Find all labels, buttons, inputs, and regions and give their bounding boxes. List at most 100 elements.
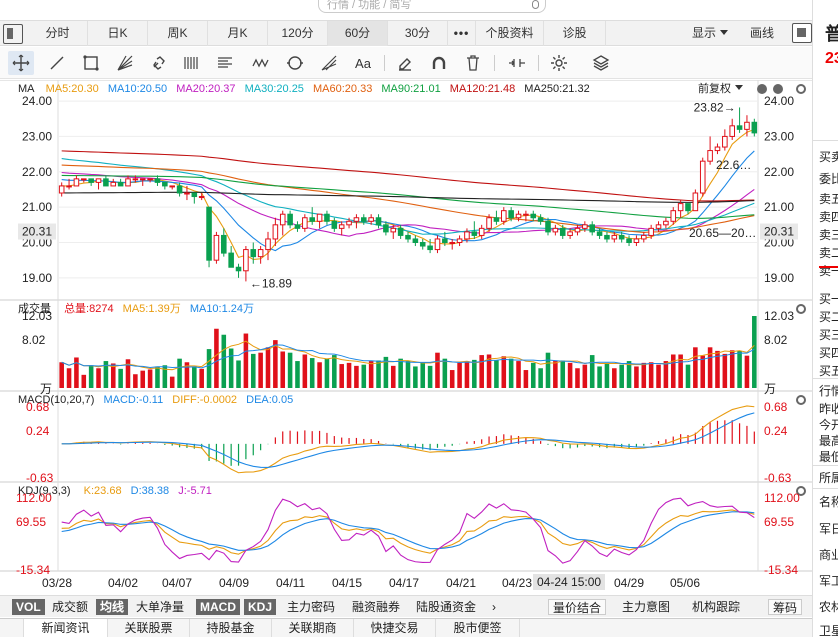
volume-bar — [368, 361, 374, 388]
settings-icon[interactable] — [546, 51, 572, 75]
tab-turnover[interactable]: 成交额 — [52, 600, 89, 614]
restore-mode-menu[interactable]: 前复权 — [698, 82, 743, 96]
trash-icon[interactable] — [460, 51, 486, 75]
tab-news[interactable]: 新闻资讯 — [24, 619, 108, 637]
candle-body — [81, 178, 87, 181]
tab-stock-profile[interactable]: 个股资料 — [476, 21, 544, 46]
candle-body — [434, 238, 441, 251]
fold-icon[interactable] — [504, 51, 530, 75]
candle-body — [235, 266, 242, 272]
x-label: 04/11 — [276, 576, 306, 590]
price-tick-right: 23.00 — [764, 129, 794, 143]
candle-body — [316, 213, 323, 222]
draw-line-button[interactable]: 画线 — [750, 26, 775, 40]
display-menu[interactable]: 显示 — [692, 21, 729, 46]
tab-120min[interactable]: 120分 — [268, 21, 328, 46]
label-open: 今开 — [819, 418, 838, 432]
candle-body — [169, 185, 175, 188]
wave-icon[interactable] — [248, 51, 274, 75]
tab-main-force[interactable]: 主力密码 — [287, 600, 336, 614]
link-icon[interactable] — [146, 51, 172, 75]
volume-bar — [332, 355, 337, 388]
candle-body — [670, 210, 677, 222]
eraser-icon[interactable] — [392, 51, 418, 75]
macd-tick-left: 0.68 — [26, 400, 50, 414]
tab-main-intent[interactable]: 主力意图 — [622, 600, 671, 614]
tab-timeshare[interactable]: 分时 — [28, 21, 88, 46]
candle-body — [331, 220, 338, 229]
sector-item[interactable]: 商业 — [819, 548, 838, 562]
price-tick-right: 22.00 — [764, 165, 794, 179]
volume-bar — [354, 365, 359, 388]
candle-body — [228, 252, 234, 268]
candle-body — [250, 249, 257, 258]
tab-diagnose[interactable]: 诊股 — [544, 21, 606, 46]
tab-quick-trade[interactable]: 快捷交易 — [354, 619, 436, 637]
candle-body — [176, 185, 183, 194]
sidebar-toggle-icon[interactable] — [3, 24, 23, 44]
tab-kdj[interactable]: KDJ — [244, 599, 277, 615]
ma120-label: MA120:21.48 — [449, 83, 516, 95]
fan-icon[interactable] — [112, 51, 138, 75]
scroll-right-icon[interactable]: › — [492, 600, 496, 614]
tab-macd[interactable]: MACD — [196, 599, 240, 615]
tab-related-futures[interactable]: 关联期商 — [272, 619, 354, 637]
gann-icon[interactable] — [316, 51, 342, 75]
volume-ma10: MA10:1.24万 — [189, 303, 255, 315]
macd-tick-left: -0.63 — [26, 471, 54, 485]
volume-bar — [626, 361, 632, 388]
tab-60min[interactable]: 60分 — [328, 21, 388, 46]
volume-bar — [685, 364, 691, 388]
chart-canvas[interactable]: 24.00 24.00 23.00 23.00 22.00 22.00 21.00 21.00… — [0, 80, 812, 593]
tab-30min[interactable]: 30分 — [388, 21, 448, 46]
tab-monthly-k[interactable]: 月K — [208, 21, 268, 46]
tab-moving-average[interactable]: 均线 — [96, 599, 129, 615]
sector-item[interactable]: 军工 — [819, 574, 838, 588]
tab-institution[interactable]: 机构跟踪 — [692, 600, 741, 614]
ma60-label: MA60:20.33 — [313, 83, 373, 95]
tab-volume-price[interactable]: 量价结合 — [548, 599, 607, 615]
kdj-tick-right: -15.34 — [764, 563, 798, 577]
settings-icon — [796, 84, 806, 94]
layers-icon[interactable] — [588, 51, 614, 75]
rect-icon[interactable] — [78, 51, 104, 75]
tab-related-stocks[interactable]: 关联股票 — [108, 619, 190, 637]
chart-area[interactable]: 24.00 24.00 23.00 23.00 22.00 22.00 21.00 21.00… — [0, 80, 812, 593]
more-periods-button[interactable]: ••• — [448, 21, 476, 46]
sector-item[interactable]: 农林 — [819, 600, 838, 614]
candle-body — [508, 210, 514, 219]
candle-body — [353, 217, 360, 222]
tab-daily-k[interactable]: 日K — [88, 21, 148, 46]
volume-bar — [192, 366, 197, 388]
cycle-icon[interactable] — [282, 51, 308, 75]
tab-big-order[interactable]: 大单净量 — [136, 600, 185, 614]
candle-body — [103, 178, 109, 187]
candle-body — [206, 206, 212, 261]
tab-margin[interactable]: 融资融券 — [352, 600, 401, 614]
tab-vol[interactable]: VOL — [12, 599, 45, 615]
panel-toggle-icon[interactable] — [792, 23, 812, 43]
text-icon[interactable]: Aa — [355, 55, 371, 71]
tab-holding-funds[interactable]: 持股基金 — [190, 619, 272, 637]
line-icon[interactable] — [44, 51, 70, 75]
parallel-icon[interactable] — [178, 51, 204, 75]
tab-weekly-k[interactable]: 周K — [148, 21, 208, 46]
microphone-icon[interactable] — [532, 0, 539, 9]
volume-bar — [604, 362, 610, 388]
channel-icon[interactable] — [212, 51, 238, 75]
magnet-icon[interactable] — [426, 51, 452, 75]
macd-diff: DIFF:-0.0002 — [172, 394, 238, 406]
sector-item[interactable]: 军日 — [819, 522, 838, 536]
search-input[interactable]: 行情 / 功能 / 简写 — [318, 0, 546, 13]
tab-hk-connect[interactable]: 陆股通资金 — [416, 600, 477, 614]
candle-body — [501, 210, 507, 222]
volume-bar — [199, 368, 204, 388]
candle-body — [279, 213, 286, 226]
volume-bar — [567, 362, 573, 388]
sector-item[interactable]: 卫星 — [819, 624, 838, 637]
tab-chips[interactable]: 筹码 — [768, 599, 803, 615]
crosshair-icon[interactable] — [8, 51, 34, 75]
tab-notes[interactable]: 股市便签 — [436, 619, 520, 637]
current-price-left: 20.31 — [22, 225, 52, 239]
